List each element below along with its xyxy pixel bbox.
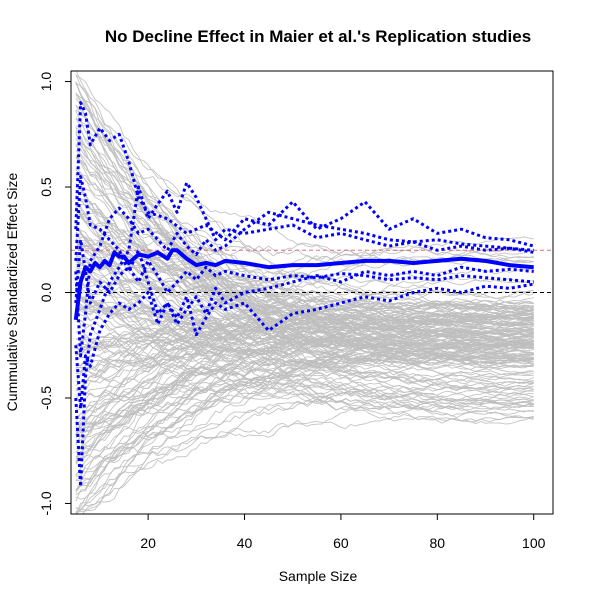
x-axis-label: Sample Size <box>279 568 358 584</box>
simulation-line <box>75 206 534 349</box>
simulation-line <box>75 306 534 343</box>
y-axis-label: Cummulative Standardized Effect Size <box>4 172 20 411</box>
simulation-line <box>75 302 534 356</box>
simulation-line <box>75 285 534 422</box>
simulation-line <box>75 82 534 391</box>
y-tick-label: 1.0 <box>38 72 54 92</box>
simulation-line <box>75 316 534 464</box>
simulation-line <box>75 169 534 334</box>
simulation-line <box>75 320 534 373</box>
simulation-line <box>75 344 534 453</box>
simulation-line <box>75 341 534 493</box>
simulation-line <box>75 241 534 261</box>
series-line-3 <box>74 282 534 410</box>
simulation-line <box>75 203 534 364</box>
simulation-line <box>75 82 534 407</box>
simulation-line <box>75 357 534 460</box>
series-line-6 <box>74 238 534 305</box>
y-tick-label: -1.0 <box>38 491 54 515</box>
simulation-line <box>75 277 534 439</box>
simulation-line <box>75 303 534 387</box>
y-tick-label: 0.5 <box>38 177 54 197</box>
x-axis: 20 40 60 80 100 <box>140 514 546 551</box>
simulation-line <box>75 173 534 406</box>
simulation-line <box>75 317 534 409</box>
simulation-line <box>75 94 534 343</box>
x-tick-label: 60 <box>333 535 349 551</box>
y-tick-label: -0.5 <box>38 386 54 410</box>
simulation-line <box>75 241 534 311</box>
x-tick-label: 40 <box>237 535 253 551</box>
simulation-line <box>75 343 534 478</box>
series-lines <box>73 101 535 489</box>
simulation-line <box>75 291 534 378</box>
simulation-line <box>75 304 534 350</box>
simulation-line <box>75 154 534 305</box>
simulation-band <box>75 71 534 514</box>
series-line-2 <box>74 181 534 489</box>
simulation-line <box>75 386 534 477</box>
chart-title: No Decline Effect in Maier et al.'s Repl… <box>105 27 531 46</box>
simulation-line <box>75 326 534 514</box>
simulation-line <box>75 367 534 387</box>
x-tick-label: 20 <box>140 535 156 551</box>
simulation-line <box>75 132 534 327</box>
simulation-line <box>75 137 534 368</box>
y-axis: -1.0 -0.5 0.0 0.5 1.0 <box>38 72 71 516</box>
simulation-line <box>75 231 534 265</box>
simulation-line <box>75 342 534 475</box>
simulation-line <box>75 150 534 321</box>
series-line-4 <box>74 175 534 326</box>
x-tick-label: 100 <box>522 535 546 551</box>
simulation-line <box>75 338 534 398</box>
simulation-line <box>75 355 534 513</box>
simulation-line <box>75 349 534 433</box>
reference-lines <box>71 249 553 293</box>
y-tick-label: 0.0 <box>38 283 54 303</box>
series-line-1 <box>74 101 535 248</box>
series-line-mean <box>73 248 534 321</box>
simulation-line <box>75 330 534 418</box>
simulation-line <box>75 314 534 339</box>
simulation-line <box>75 258 534 465</box>
simulation-line <box>75 330 534 351</box>
simulation-line <box>75 156 534 382</box>
x-tick-label: 80 <box>430 535 446 551</box>
